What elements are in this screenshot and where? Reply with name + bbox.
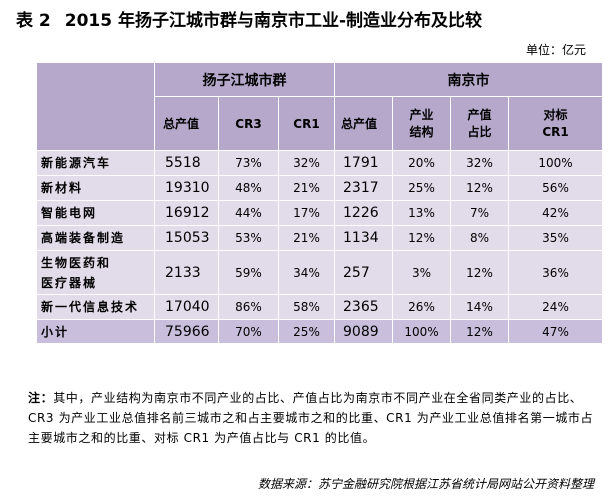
table-row: 新材料 19310 48% 21% 2317 25% 12% 56%	[36, 175, 604, 201]
cell-yz-cr3: 59%	[218, 250, 279, 295]
footnote-prefix: 注：	[28, 391, 54, 405]
footnote: 注：其中，产业结构为南京市不同产业的占比、产值占比为南京市不同产业在全省同类产业…	[28, 388, 600, 448]
table-row: 智能电网 16912 44% 17% 1226 13% 7% 42%	[36, 200, 604, 226]
cell-nj-structure: 13%	[392, 200, 452, 226]
cell-nj-structure: 3%	[392, 250, 452, 295]
cell-nj-structure: 25%	[392, 175, 452, 201]
cell-yz-output: 15053	[154, 225, 219, 251]
table-title: 表 2 2015 年扬子江城市群与南京市工业-制造业分布及比较	[16, 6, 606, 31]
cell-yz-cr3: 53%	[218, 225, 279, 251]
cell-nj-share: 12%	[450, 319, 510, 344]
cell-yz-output: 19310	[154, 175, 219, 201]
cell-yz-cr1: 25%	[277, 319, 336, 344]
cell-yz-output: 16912	[154, 200, 219, 226]
group-header-nanjing: 南京市	[334, 62, 604, 97]
row-label: 高端装备制造	[36, 225, 155, 251]
cell-yz-cr1: 17%	[277, 200, 336, 226]
cell-nj-output: 2365	[334, 294, 394, 320]
cell-yz-cr3: 70%	[218, 319, 279, 344]
cell-yz-output: 2133	[154, 250, 219, 295]
col-header-benchmark-cr1: 对标 CR1	[508, 96, 604, 151]
row-label: 新一代信息技术	[36, 294, 155, 320]
cell-nj-share: 12%	[450, 250, 510, 295]
cell-yz-cr3: 86%	[218, 294, 279, 320]
cell-nj-output: 1791	[334, 150, 394, 176]
data-table: 扬子江城市群 南京市 总产值 CR3 CR1 总产值 产业 结构 产值 占比 对…	[36, 62, 604, 344]
col-header-yz-output: 总产值	[154, 96, 219, 151]
cell-nj-share: 32%	[450, 150, 510, 176]
cell-nj-benchmark-cr1: 24%	[508, 294, 604, 320]
row-label: 生物医药和 医疗器械	[36, 250, 155, 295]
table-body: 新能源汽车 5518 73% 32% 1791 20% 32% 100% 新材料 19310 48%…	[36, 150, 604, 344]
table-row: 生物医药和 医疗器械 2133 59% 34% 257 3% 12% 36%	[36, 250, 604, 295]
col-header-structure: 产业 结构	[392, 96, 452, 151]
cell-yz-cr1: 21%	[277, 225, 336, 251]
cell-nj-benchmark-cr1: 100%	[508, 150, 604, 176]
cell-nj-structure: 12%	[392, 225, 452, 251]
cell-yz-cr3: 48%	[218, 175, 279, 201]
cell-nj-output: 1134	[334, 225, 394, 251]
cell-nj-benchmark-cr1: 47%	[508, 319, 604, 344]
cell-nj-output: 9089	[334, 319, 394, 344]
table-row: 新能源汽车 5518 73% 32% 1791 20% 32% 100%	[36, 150, 604, 176]
row-label: 新材料	[36, 175, 155, 201]
cell-nj-benchmark-cr1: 56%	[508, 175, 604, 201]
cell-nj-share: 14%	[450, 294, 510, 320]
table-title-text: 2015 年扬子江城市群与南京市工业-制造业分布及比较	[64, 11, 483, 31]
col-header-cr1: CR1	[277, 96, 336, 151]
table-row: 新一代信息技术 17040 86% 58% 2365 26% 14% 24%	[36, 294, 604, 320]
row-label: 智能电网	[36, 200, 155, 226]
cell-yz-cr3: 44%	[218, 200, 279, 226]
cell-nj-benchmark-cr1: 36%	[508, 250, 604, 295]
cell-nj-structure: 26%	[392, 294, 452, 320]
cell-yz-output: 17040	[154, 294, 219, 320]
col-header-cr3: CR3	[218, 96, 279, 151]
cell-nj-share: 12%	[450, 175, 510, 201]
row-label: 新能源汽车	[36, 150, 155, 176]
group-header-yangzijiang: 扬子江城市群	[153, 62, 336, 97]
header-corner	[36, 62, 155, 151]
cell-yz-cr1: 32%	[277, 150, 336, 176]
cell-yz-output: 5518	[154, 150, 219, 176]
row-label: 小计	[36, 319, 155, 344]
cell-yz-cr1: 21%	[277, 175, 336, 201]
cell-nj-output: 2317	[334, 175, 394, 201]
cell-nj-benchmark-cr1: 42%	[508, 200, 604, 226]
cell-yz-cr3: 73%	[218, 150, 279, 176]
col-header-nj-output: 总产值	[334, 96, 394, 151]
cell-nj-structure: 100%	[392, 319, 452, 344]
unit-label: 单位：亿元	[525, 43, 586, 57]
footnote-text: 其中，产业结构为南京市不同产业的占比、产值占比为南京市不同产业在全省同类产业的占…	[28, 391, 594, 445]
cell-yz-output: 75966	[154, 319, 219, 344]
cell-yz-cr1: 34%	[277, 250, 336, 295]
col-header-share: 产值 占比	[450, 96, 510, 151]
cell-nj-share: 7%	[450, 200, 510, 226]
table-row: 高端装备制造 15053 53% 21% 1134 12% 8% 35%	[36, 225, 604, 251]
cell-yz-cr1: 58%	[277, 294, 336, 320]
source-note: 数据来源：苏宁金融研究院根据江苏省统计局网站公开资料整理	[257, 477, 594, 491]
cell-nj-benchmark-cr1: 35%	[508, 225, 604, 251]
table-row: 小计 75966 70% 25% 9089 100% 12% 47%	[36, 319, 604, 344]
cell-nj-output: 257	[334, 250, 394, 295]
cell-nj-share: 8%	[450, 225, 510, 251]
table-number: 表 2	[16, 11, 51, 31]
cell-nj-structure: 20%	[392, 150, 452, 176]
cell-nj-output: 1226	[334, 200, 394, 226]
